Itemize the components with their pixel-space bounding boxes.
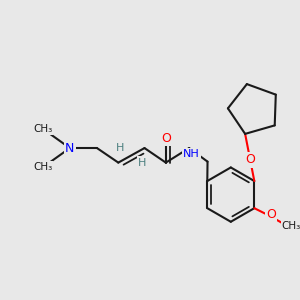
Text: CH₃: CH₃: [33, 124, 52, 134]
Text: O: O: [245, 153, 255, 166]
Text: O: O: [161, 132, 171, 145]
Text: NH: NH: [183, 149, 200, 159]
Text: N: N: [65, 142, 74, 154]
Text: H: H: [138, 158, 147, 168]
Text: H: H: [116, 143, 124, 153]
Text: CH₃: CH₃: [33, 163, 52, 172]
Text: O: O: [266, 208, 276, 221]
Text: CH₃: CH₃: [281, 220, 300, 231]
